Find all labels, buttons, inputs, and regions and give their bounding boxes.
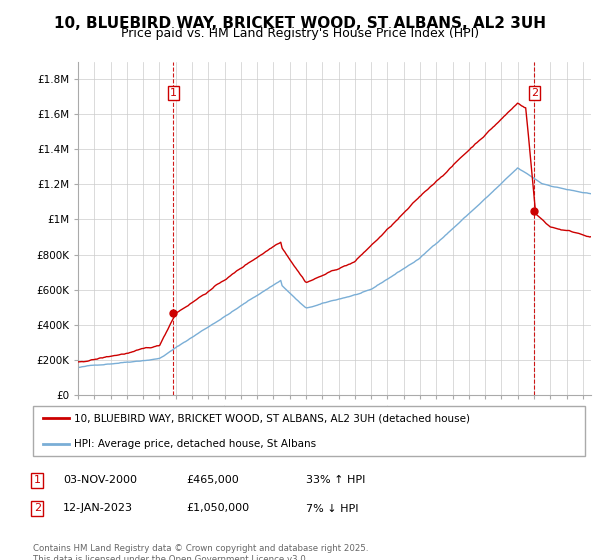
Text: 10, BLUEBIRD WAY, BRICKET WOOD, ST ALBANS, AL2 3UH: 10, BLUEBIRD WAY, BRICKET WOOD, ST ALBAN… — [54, 16, 546, 31]
Text: 7% ↓ HPI: 7% ↓ HPI — [306, 503, 359, 514]
Text: 33% ↑ HPI: 33% ↑ HPI — [306, 475, 365, 486]
Text: £1,050,000: £1,050,000 — [186, 503, 249, 514]
Text: 03-NOV-2000: 03-NOV-2000 — [63, 475, 137, 486]
Text: 2: 2 — [34, 503, 41, 514]
Text: £465,000: £465,000 — [186, 475, 239, 486]
Text: Price paid vs. HM Land Registry's House Price Index (HPI): Price paid vs. HM Land Registry's House … — [121, 27, 479, 40]
Text: 2: 2 — [531, 88, 538, 98]
Text: 12-JAN-2023: 12-JAN-2023 — [63, 503, 133, 514]
Text: Contains HM Land Registry data © Crown copyright and database right 2025.
This d: Contains HM Land Registry data © Crown c… — [33, 544, 368, 560]
Text: HPI: Average price, detached house, St Albans: HPI: Average price, detached house, St A… — [74, 439, 317, 449]
Text: 10, BLUEBIRD WAY, BRICKET WOOD, ST ALBANS, AL2 3UH (detached house): 10, BLUEBIRD WAY, BRICKET WOOD, ST ALBAN… — [74, 413, 470, 423]
Text: 1: 1 — [170, 88, 176, 98]
Text: 1: 1 — [34, 475, 41, 486]
